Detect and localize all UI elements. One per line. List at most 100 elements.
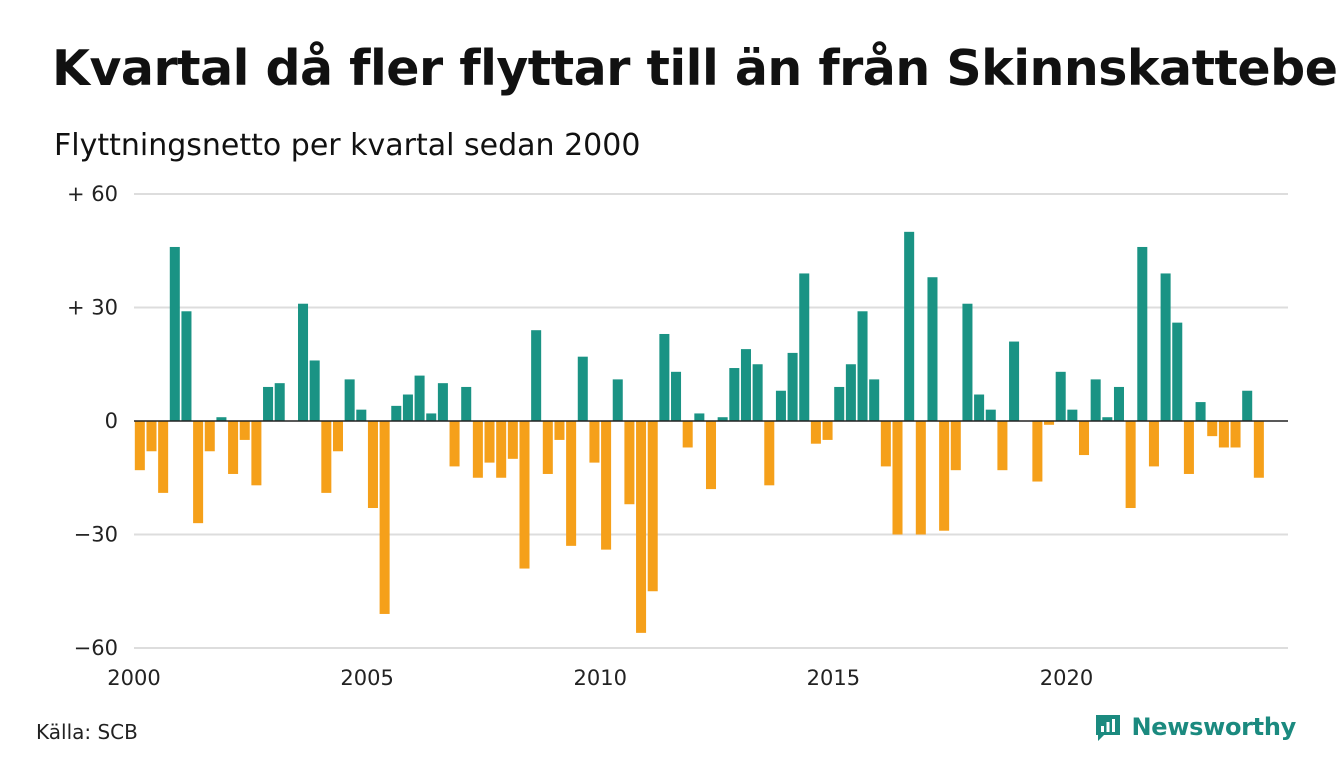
bar (834, 386, 845, 421)
bar (1137, 246, 1148, 421)
bar (1009, 341, 1020, 421)
bar (1090, 379, 1101, 421)
bar (204, 421, 215, 452)
bar (1113, 386, 1124, 421)
bar (647, 421, 658, 592)
bar (1242, 390, 1253, 421)
x-tick-label: 2005 (340, 666, 393, 690)
bar (1102, 417, 1113, 421)
x-axis-ticks: 2000 2005 2010 2015 2020 (107, 666, 1093, 690)
bar (974, 394, 985, 421)
source-note: Källa: SCB (36, 720, 138, 744)
bar (472, 421, 483, 478)
bar (309, 360, 320, 421)
bar (822, 421, 833, 440)
bar (496, 421, 507, 478)
bar (274, 383, 285, 421)
bar (729, 368, 740, 421)
bar (939, 421, 950, 531)
bar (694, 413, 705, 421)
bar (997, 421, 1008, 471)
bar (554, 421, 565, 440)
y-tick-label: −30 (74, 523, 118, 547)
brand-logo[interactable]: Newsworthy (1093, 712, 1296, 742)
bar (367, 421, 378, 509)
bar (705, 421, 717, 490)
bar (379, 421, 390, 614)
grid-lines (134, 193, 1288, 649)
bar (507, 421, 518, 459)
y-tick-label: + 60 (67, 182, 118, 206)
bar (915, 421, 926, 535)
bar (857, 311, 868, 421)
bar (391, 405, 402, 421)
x-tick-label: 2015 (807, 666, 860, 690)
bar (1183, 421, 1194, 474)
bar (775, 390, 786, 421)
bar (356, 409, 367, 421)
bar (298, 303, 309, 421)
bar (612, 379, 623, 421)
bar (216, 417, 227, 421)
bar (1078, 421, 1090, 456)
bar (1230, 421, 1241, 448)
bar (519, 421, 530, 569)
bar (927, 277, 938, 421)
bar (1125, 421, 1136, 509)
bar (636, 421, 647, 633)
bar (158, 421, 169, 493)
bar (659, 333, 670, 421)
bar (414, 375, 425, 421)
bar (682, 421, 693, 448)
bar (962, 303, 973, 421)
bar (717, 417, 728, 421)
bar (321, 421, 332, 493)
bar (1044, 421, 1055, 425)
bar (484, 421, 495, 463)
bar (740, 349, 751, 421)
bar (764, 421, 775, 486)
bar (531, 330, 542, 421)
bar (1195, 402, 1206, 421)
bar (332, 421, 344, 452)
bar (146, 421, 157, 452)
bar (589, 421, 600, 463)
bar (869, 379, 880, 421)
bar (181, 311, 192, 421)
bar (193, 421, 204, 524)
bar (1032, 421, 1043, 482)
bar (566, 421, 577, 546)
bar (1148, 421, 1159, 467)
bar (426, 413, 437, 421)
bar (344, 379, 355, 421)
bar (845, 364, 856, 421)
y-tick-label: −60 (74, 636, 118, 660)
bar (1218, 421, 1229, 448)
bar (402, 394, 413, 421)
newsworthy-logo-icon (1096, 715, 1121, 741)
bar (904, 231, 915, 421)
bar (437, 383, 448, 421)
bar (577, 356, 588, 421)
bar (799, 273, 810, 421)
bar (601, 421, 612, 550)
chart-title: Kvartal då fler flyttar till än från Ski… (52, 40, 1340, 97)
bar (880, 421, 891, 467)
bar (624, 421, 635, 505)
x-tick-label: 2020 (1040, 666, 1093, 690)
y-tick-label: + 30 (67, 296, 118, 320)
bar (752, 364, 763, 421)
bar (1067, 409, 1078, 421)
bar (263, 386, 274, 421)
bar (1055, 371, 1066, 421)
bar (1207, 421, 1218, 437)
bar (461, 386, 472, 421)
bar (787, 352, 798, 421)
bar (542, 421, 553, 474)
bars-group (134, 231, 1288, 633)
bar (169, 246, 180, 421)
bar (239, 421, 250, 440)
bar (1160, 273, 1171, 421)
bar (950, 421, 961, 471)
